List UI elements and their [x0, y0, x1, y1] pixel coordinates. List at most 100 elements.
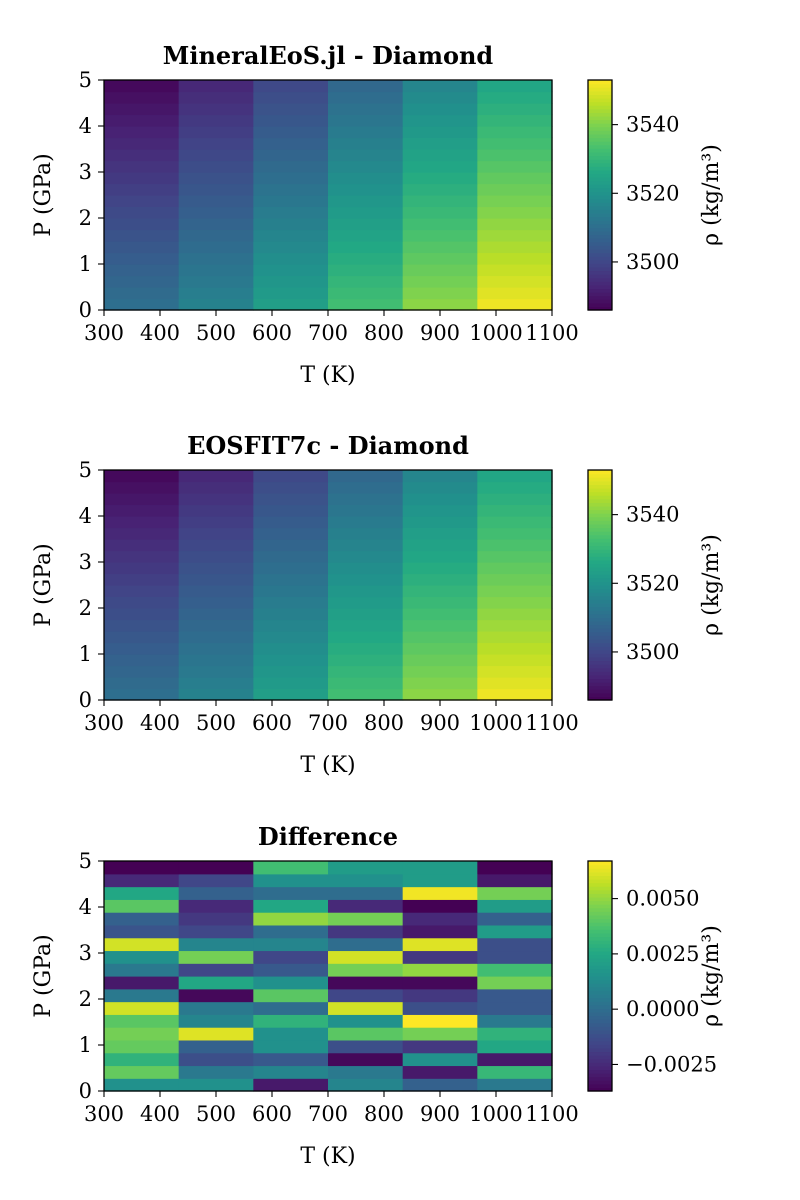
colorbar-segment [588, 1062, 612, 1067]
heatmap-cell [402, 562, 478, 575]
heatmap-cell [104, 1027, 180, 1041]
heatmap-cell [178, 149, 254, 162]
heatmap-cell [104, 619, 180, 632]
heatmap-cell [477, 195, 553, 208]
heatmap-cell [328, 80, 404, 93]
heatmap-cell [178, 287, 254, 300]
colorbar-segment [588, 585, 612, 590]
heatmap-cell [477, 1001, 553, 1015]
heatmap-cell [178, 493, 254, 506]
heatmap-cell [104, 631, 180, 644]
heatmap-cell [178, 103, 254, 116]
heatmap-cell [104, 1039, 180, 1054]
heatmap-cell [328, 252, 404, 265]
heatmap-cell [328, 470, 404, 483]
heatmap-cell [104, 195, 180, 208]
colorbar-segment [588, 563, 612, 568]
chart-panel-3: Difference 300 400 500 600 700 800 900 1000 1100 T… [31, 822, 724, 1169]
colorbar-segment [588, 130, 612, 135]
heatmap-cell [253, 608, 329, 621]
colorbar-segment [588, 97, 612, 103]
colorbar-segment [588, 191, 612, 196]
heatmap-cell [328, 886, 404, 900]
colorbar-segment [588, 169, 612, 175]
heatmap-cell [477, 924, 553, 939]
colorbar-segment [588, 610, 612, 615]
colorbar-segment [588, 606, 612, 611]
colorbar-segment [588, 893, 612, 898]
colorbar-segment [588, 470, 612, 475]
colorbar-segment [588, 531, 612, 536]
heatmap-cell [104, 252, 180, 265]
colorbar-segment [588, 498, 612, 503]
heatmap-cell [402, 183, 478, 196]
colorbar-tick-label: 3520 [626, 571, 679, 595]
colorbar-segment [588, 979, 612, 984]
heatmap-cell [477, 1078, 553, 1092]
colorbar-segment [588, 1058, 612, 1063]
heatmap-cell [253, 137, 329, 150]
heatmap-cell [104, 573, 180, 586]
heatmap-cell [477, 218, 553, 231]
colorbar-label: ρ (kg/m³) [699, 925, 724, 1027]
colorbar-segment [588, 209, 612, 214]
heatmap-cell [328, 1014, 404, 1028]
colorbar-segment [588, 516, 612, 521]
colorbar-segment [588, 649, 612, 654]
colorbar-segment [588, 288, 612, 293]
colorbar-segment [588, 105, 612, 110]
heatmap-cell [104, 103, 180, 116]
heatmap-cell [477, 470, 553, 483]
heatmap-cell [328, 504, 404, 517]
heatmap-cell [402, 527, 478, 540]
colorbar-segment [588, 896, 612, 902]
colorbar-segment [588, 187, 612, 192]
colorbar: 3500 3520 3540 ρ (kg/m³) [587, 469, 724, 701]
heatmap-cell [402, 596, 478, 609]
heatmap-cell [402, 976, 478, 990]
colorbar-segment [588, 1001, 612, 1006]
heatmap-cell [328, 665, 404, 678]
heatmap-cell [178, 899, 254, 913]
colorbar-segment [588, 162, 612, 167]
x-tick-label: 600 [252, 321, 292, 345]
colorbar-segment [588, 1076, 612, 1081]
heatmap-cell [178, 1078, 254, 1092]
heatmap-cell [477, 481, 553, 494]
heatmap-cell [477, 516, 553, 529]
heatmap-cell [477, 963, 553, 977]
heatmap-cell [104, 861, 180, 875]
heatmap-cell [402, 229, 478, 242]
heatmap-cell [253, 950, 329, 964]
heatmap-cells [104, 861, 553, 1092]
y-tick-label: 2 [79, 596, 92, 620]
heatmap-cell [328, 550, 404, 563]
heatmap-cell [178, 596, 254, 609]
heatmap-cell [477, 950, 553, 964]
heatmap-cell [253, 1027, 329, 1041]
colorbar-segment [588, 911, 612, 916]
heatmap-cell [104, 91, 180, 104]
heatmap-cell [178, 1014, 254, 1028]
colorbar-segment [588, 1083, 612, 1088]
heatmap-cell [253, 642, 329, 655]
heatmap-cell [402, 619, 478, 632]
heatmap-cell [178, 481, 254, 494]
heatmap-cell [402, 573, 478, 586]
heatmap-cell [402, 677, 478, 690]
x-tick-label: 700 [308, 711, 348, 735]
colorbar-tick-label: 3540 [626, 113, 679, 137]
heatmap-cell [328, 1001, 404, 1015]
heatmap-cell [402, 114, 478, 127]
heatmap-cell [104, 298, 180, 311]
heatmap-cell [402, 539, 478, 552]
heatmap-cell [328, 924, 404, 939]
heatmap-cell [402, 654, 478, 667]
colorbar-segment [588, 101, 612, 106]
heatmap-cell [253, 631, 329, 644]
heatmap-cell [477, 298, 553, 311]
colorbar-segment [588, 1047, 612, 1053]
colorbar-segment [588, 302, 612, 307]
heatmap-cell [328, 1027, 404, 1041]
heatmap-cell [178, 126, 254, 139]
